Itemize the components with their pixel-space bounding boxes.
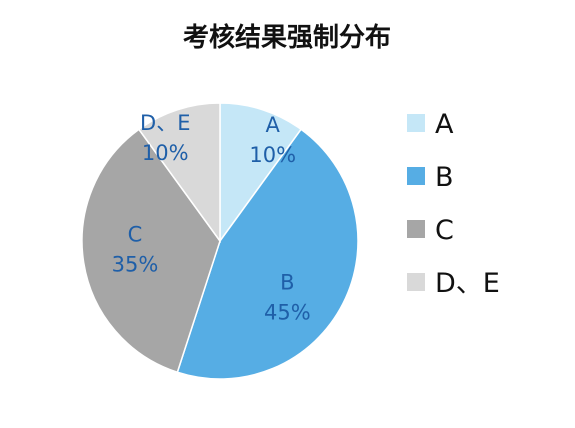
legend-label-0: A	[435, 109, 454, 140]
pie-slices	[81, 102, 359, 380]
slice-category-label: A	[266, 113, 281, 137]
legend: ABC D、E	[407, 109, 500, 299]
slice-percent-label: 10%	[142, 141, 189, 165]
legend-swatch-2	[407, 220, 425, 238]
legend-label-1: B	[435, 162, 454, 193]
slice-label-0: A 10%	[249, 113, 296, 167]
pie-slice-0	[219, 102, 303, 244]
legend-label-2: C	[435, 215, 454, 246]
pie-labels: A 10% B 45% C 35% D、E 10%	[112, 111, 311, 324]
legend-swatch-0	[407, 114, 425, 132]
slice-label-2: C 35%	[112, 223, 159, 277]
slice-category-label: B	[280, 270, 294, 294]
legend-swatch-3	[407, 273, 425, 291]
slice-percent-label: 10%	[249, 143, 296, 167]
slice-percent-label: 35%	[112, 253, 159, 277]
pie-slice-1	[176, 128, 359, 380]
legend-swatch-1	[407, 167, 425, 185]
slice-label-1: B 45%	[264, 270, 311, 324]
chart-title: 考核结果强制分布	[183, 22, 391, 53]
slice-label-3: D、E 10%	[140, 111, 190, 165]
pie-slice-2	[81, 128, 221, 374]
slice-category-label: D、E	[140, 111, 190, 135]
pie-slice-3	[137, 102, 221, 244]
legend-label-3: D、E	[435, 268, 500, 299]
slice-category-label: C	[128, 223, 143, 247]
slice-percent-label: 45%	[264, 300, 311, 324]
